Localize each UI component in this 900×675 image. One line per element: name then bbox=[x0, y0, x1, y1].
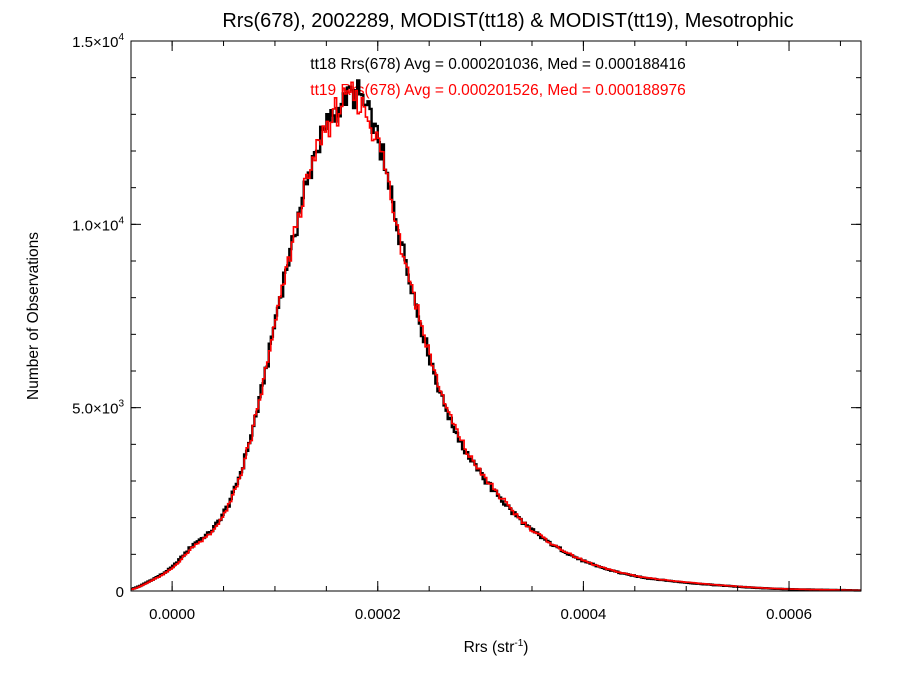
x-tick-label: 0.0004 bbox=[560, 606, 606, 623]
x-axis-label-sup: -1 bbox=[514, 638, 523, 649]
plot-frame bbox=[130, 40, 862, 592]
ticks-layer: 0.0000 0.0002 0.0004 0.0006 0 5.0×103 1.0×104 1… bbox=[72, 32, 861, 623]
series-layer bbox=[131, 79, 861, 592]
y-tick-label: 1.0×104 bbox=[72, 215, 124, 234]
y-axis-label: Number of Observations bbox=[25, 232, 42, 400]
chart-title: Rrs(678), 2002289, MODIST(tt18) & MODIST… bbox=[222, 10, 793, 32]
x-axis-label-text: Rrs (str bbox=[464, 639, 515, 656]
x-tick-label: 0.0006 bbox=[766, 606, 812, 623]
y-tick-label: 1.5×104 bbox=[72, 32, 124, 51]
x-tick-label: 0.0002 bbox=[355, 606, 401, 623]
series-tt18-line bbox=[131, 79, 861, 592]
annotation-tt19: tt19 Rrs(678) Avg = 0.000201526, Med = 0… bbox=[310, 82, 685, 99]
series-tt19-line bbox=[131, 81, 861, 592]
x-axis-label: Rrs (str-1) bbox=[464, 638, 529, 656]
y-tick-label: 5.0×103 bbox=[72, 399, 124, 418]
y-tick-label: 0 bbox=[116, 584, 124, 601]
x-tick-label: 0.0000 bbox=[149, 606, 195, 623]
annotation-tt18: tt18 Rrs(678) Avg = 0.000201036, Med = 0… bbox=[310, 56, 685, 73]
x-axis-label-end: ) bbox=[523, 639, 528, 656]
